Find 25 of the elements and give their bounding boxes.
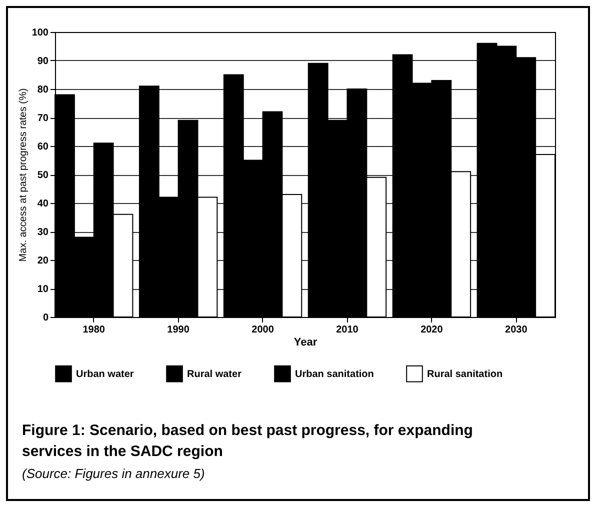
y-tick-label: 0 — [42, 312, 49, 324]
y-axis-title: Max. access at past progress rates (%) — [18, 88, 29, 262]
y-tick-label: 100 — [32, 28, 49, 38]
x-tick-label: 2030 — [505, 324, 528, 336]
legend-label: Rural sanitation — [427, 368, 503, 380]
text: (Source: Figures in annexure 5) — [22, 466, 205, 481]
y-tick-label: 70 — [37, 113, 49, 124]
y-tick-label: 20 — [37, 256, 49, 266]
y-tick-label: 60 — [37, 142, 49, 152]
y-tick-label: 50 — [37, 170, 49, 181]
x-tick-label: 2020 — [420, 324, 444, 336]
x-axis-title: Year — [294, 336, 318, 348]
legend-label: Urban water — [76, 368, 134, 380]
legend-label: Urban sanitation — [295, 368, 374, 380]
x-tick-label: 2000 — [252, 324, 274, 336]
x-tick-label: 2010 — [336, 324, 359, 336]
legend-label: Rural water — [187, 368, 242, 380]
x-tick-label: 1980 — [82, 324, 106, 336]
y-tick-label: 90 — [37, 56, 49, 67]
y-tick-label: 80 — [37, 84, 49, 96]
x-tick-label: 1990 — [167, 324, 190, 336]
y-tick-label: 10 — [37, 284, 49, 295]
y-tick-label: 30 — [37, 227, 49, 238]
y-tick-label: 40 — [37, 198, 49, 210]
text: Figure 1: Scenario, based on best past progress, for expanding services in the SADC region — [22, 421, 474, 462]
